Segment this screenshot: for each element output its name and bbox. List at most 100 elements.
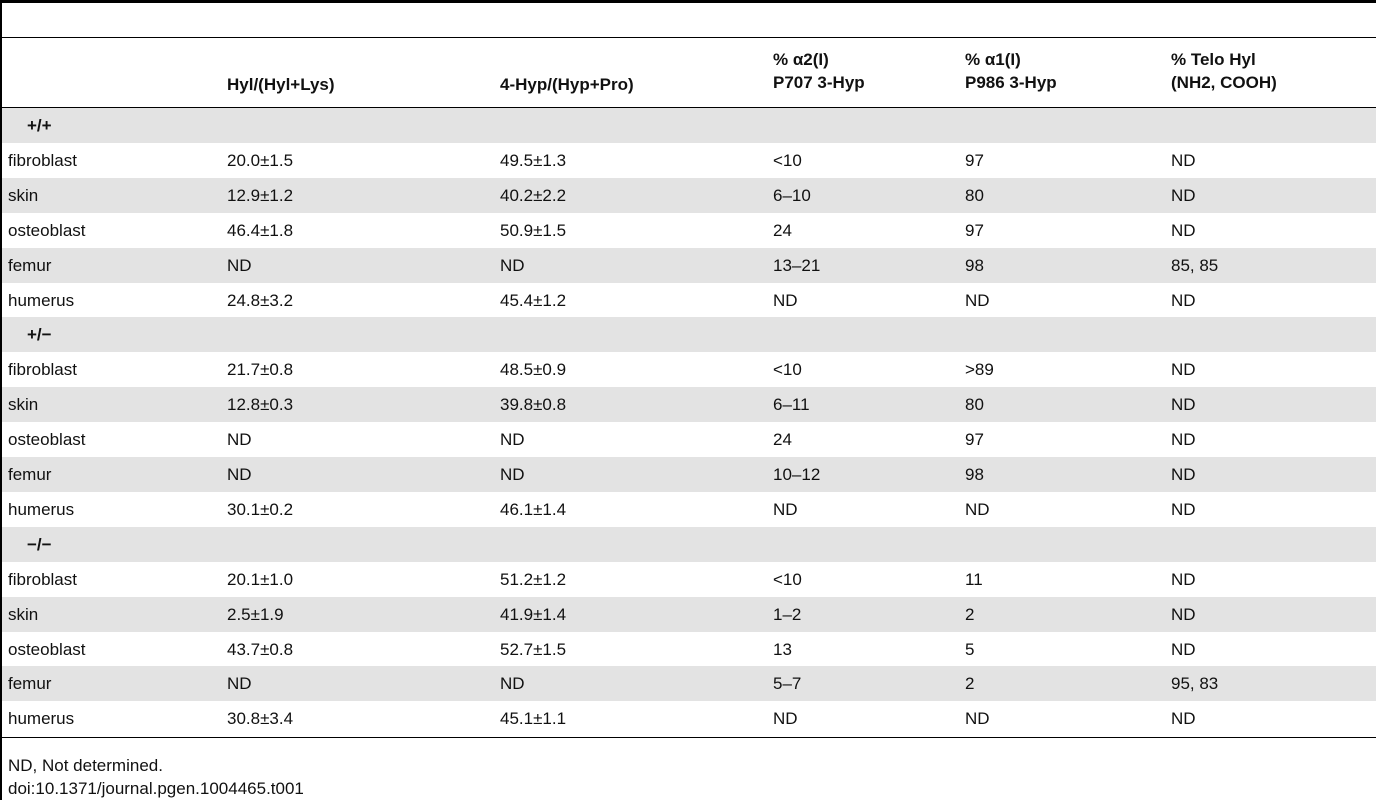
table-cell: 24.8±3.2 xyxy=(227,290,294,310)
table-cell: 2 xyxy=(965,674,975,694)
table-cell: <10 xyxy=(773,360,802,380)
row-label: humerus xyxy=(8,709,75,729)
column-header: (NH2, COOH) xyxy=(1171,73,1277,92)
group-row: +/− xyxy=(2,317,1376,353)
table-cell: ND xyxy=(1171,185,1196,205)
table-cell: 97 xyxy=(965,150,984,170)
row-label: femur xyxy=(8,255,52,275)
table-row: skin 2.5±1.9 41.9±1.4 1–2 2 ND xyxy=(2,596,1376,632)
row-label: skin xyxy=(8,604,39,624)
table-row: fibroblast 20.0±1.5 49.5±1.3 <10 97 ND xyxy=(2,143,1376,178)
table-cell: ND xyxy=(965,290,990,310)
table-cell: ND xyxy=(500,430,525,450)
table-cell: 43.7±0.8 xyxy=(227,639,294,659)
table-cell: ND xyxy=(227,674,252,694)
table-cell: 24 xyxy=(773,220,792,240)
table-row: osteoblast 46.4±1.8 50.9±1.5 24 97 ND xyxy=(2,213,1376,248)
table-cell: 85, 85 xyxy=(1171,255,1219,275)
table-row: osteoblast 43.7±0.8 52.7±1.5 13 5 ND xyxy=(2,632,1376,667)
column-header: P986 3-Hyp xyxy=(965,73,1057,92)
table-row: fibroblast 20.1±1.0 51.2±1.2 <10 11 ND xyxy=(2,562,1376,597)
row-label: skin xyxy=(8,185,39,205)
table-cell: ND xyxy=(1171,150,1196,170)
table-cell: ND xyxy=(1171,465,1196,484)
table-cell: 10–12 xyxy=(773,465,821,484)
table-cell: 24 xyxy=(773,430,792,450)
table-cell: ND xyxy=(1171,639,1196,659)
table-cell: ND xyxy=(227,465,252,484)
table-cell: 45.4±1.2 xyxy=(500,290,567,310)
table-cell: ND xyxy=(227,255,252,275)
table-cell: 48.5±0.9 xyxy=(500,360,567,380)
left-border xyxy=(0,0,2,800)
table-cell: 80 xyxy=(965,395,984,415)
column-header: % α2(I) xyxy=(773,50,829,69)
table-bottom-rule xyxy=(0,737,1376,738)
table-row: femur ND ND 10–12 98 ND xyxy=(2,457,1376,492)
table-cell: 5 xyxy=(965,639,975,659)
table-cell: 97 xyxy=(965,430,984,450)
table-row: fibroblast 21.7±0.8 48.5±0.9 <10 >89 ND xyxy=(2,352,1376,387)
table-cell: 49.5±1.3 xyxy=(500,150,567,170)
table-cell: ND xyxy=(1171,220,1196,240)
table-cell: 45.1±1.1 xyxy=(500,709,567,729)
row-label: humerus xyxy=(8,499,75,519)
table-cell: 50.9±1.5 xyxy=(500,220,567,240)
table-cell: 2 xyxy=(965,604,975,624)
row-label: osteoblast xyxy=(8,430,86,450)
table-row: femur ND ND 13–21 98 85, 85 xyxy=(2,247,1376,283)
table-cell: 40.2±2.2 xyxy=(500,185,567,205)
table-cell: ND xyxy=(773,499,798,519)
group-label: +/− xyxy=(27,325,52,345)
table-cell: 52.7±1.5 xyxy=(500,639,567,659)
table-cell: 30.1±0.2 xyxy=(227,499,294,519)
table-cell: 5–7 xyxy=(773,674,802,694)
table-cell: 95, 83 xyxy=(1171,674,1219,694)
table-cell: 46.1±1.4 xyxy=(500,499,567,519)
table-cell: 12.8±0.3 xyxy=(227,395,294,415)
group-row: +/+ xyxy=(2,108,1376,143)
table-cell: ND xyxy=(500,465,525,484)
table-cell: 6–10 xyxy=(773,185,811,205)
table-cell: ND xyxy=(773,290,798,310)
table-cell: 98 xyxy=(965,465,984,484)
group-label: +/+ xyxy=(27,116,52,135)
table-cell: <10 xyxy=(773,569,802,589)
table-cell: ND xyxy=(1171,430,1196,450)
table-row: skin 12.9±1.2 40.2±2.2 6–10 80 ND xyxy=(2,177,1376,213)
table-cell: 98 xyxy=(965,255,984,275)
table-cell: ND xyxy=(965,709,990,729)
header-bottom-rule xyxy=(0,107,1376,108)
table-cell: 51.2±1.2 xyxy=(500,569,567,589)
row-label: fibroblast xyxy=(8,569,77,589)
table-row: osteoblast ND ND 24 97 ND xyxy=(2,422,1376,457)
row-label: fibroblast xyxy=(8,360,77,380)
table-cell: ND xyxy=(1171,290,1196,310)
column-header: % Telo Hyl xyxy=(1171,50,1256,69)
footnote: ND, Not determined. xyxy=(8,756,163,775)
table-cell: ND xyxy=(1171,395,1196,415)
header-top-rule xyxy=(0,37,1376,38)
table-cell: <10 xyxy=(773,150,802,170)
row-label: femur xyxy=(8,465,52,484)
table-row: humerus 24.8±3.2 45.4±1.2 ND ND ND xyxy=(2,283,1376,318)
table-cell: >89 xyxy=(965,360,994,380)
table-cell: 11 xyxy=(965,569,983,589)
row-label: skin xyxy=(8,395,39,415)
table-cell: 21.7±0.8 xyxy=(227,360,294,380)
table-cell: 30.8±3.4 xyxy=(227,709,294,729)
row-label: humerus xyxy=(8,290,75,310)
table-cell: 12.9±1.2 xyxy=(227,185,294,205)
table-cell: 46.4±1.8 xyxy=(227,220,294,240)
table-cell: ND xyxy=(500,674,525,694)
row-label: fibroblast xyxy=(8,150,77,170)
table-row: humerus 30.8±3.4 45.1±1.1 ND ND ND xyxy=(2,701,1376,736)
table-cell: ND xyxy=(1171,604,1196,624)
table-cell: 41.9±1.4 xyxy=(500,604,567,624)
table-cell: ND xyxy=(965,499,990,519)
column-header: 4-Hyp/(Hyp+Pro) xyxy=(500,75,634,94)
table-cell: ND xyxy=(1171,569,1196,589)
row-label: osteoblast xyxy=(8,220,86,240)
column-header: Hyl/(Hyl+Lys) xyxy=(227,75,335,94)
